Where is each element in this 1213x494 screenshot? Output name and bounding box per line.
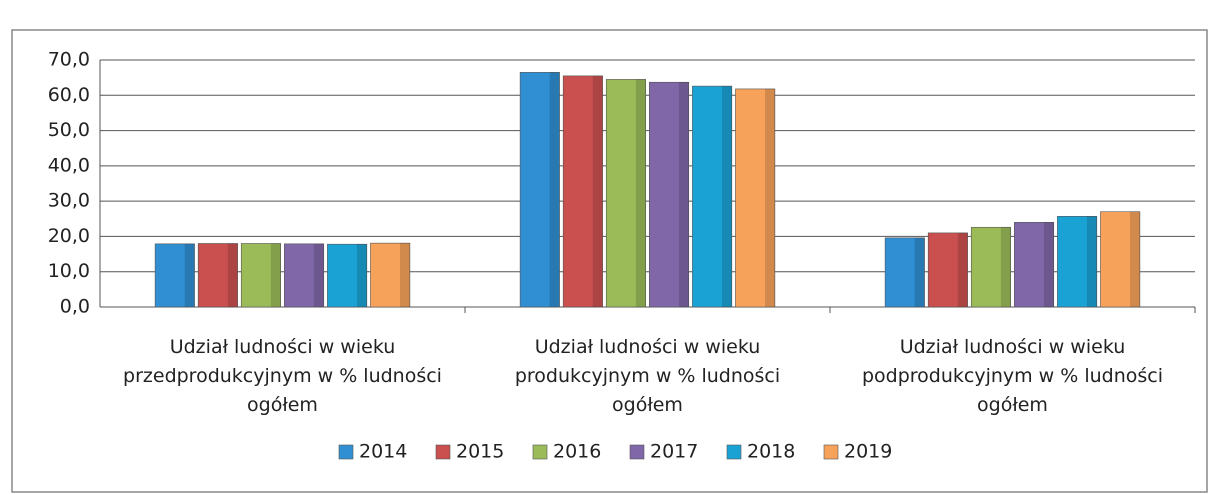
- legend-label: 2019: [844, 441, 892, 463]
- legend-swatch: [435, 444, 451, 460]
- bar: [1014, 222, 1055, 308]
- bar-shade: [1000, 227, 1011, 307]
- y-tick-label: 10,0: [48, 260, 90, 282]
- bar: [154, 243, 195, 308]
- bar: [649, 81, 690, 308]
- bar-shade: [721, 86, 732, 308]
- x-tick-label: Udział ludności w wieku przedprodukcyjnym…: [123, 336, 442, 416]
- bar-shade: [1043, 222, 1054, 307]
- bar-shade: [1086, 216, 1097, 307]
- x-tick-label-line: Udział ludności w wieku: [900, 336, 1126, 358]
- x-tick-label-line: ogółem: [247, 394, 318, 416]
- bar: [327, 243, 368, 308]
- x-tick-label: Udział ludności w wieku podprodukcyjnym w…: [862, 336, 1163, 416]
- bar-shade: [549, 72, 560, 307]
- bar-shade: [635, 79, 646, 308]
- legend-swatch: [532, 444, 548, 460]
- bar: [605, 79, 646, 308]
- bar-shade: [400, 243, 410, 307]
- bar: [519, 72, 560, 308]
- y-tick-label: 40,0: [48, 154, 90, 176]
- bar-shade: [592, 75, 603, 307]
- bar-shade: [184, 243, 195, 307]
- x-tick-label: Udział ludności w wieku produkcyjnym w % …: [515, 336, 780, 416]
- bar: [284, 243, 325, 308]
- y-tick-label: 20,0: [48, 225, 90, 247]
- bar: [692, 85, 733, 308]
- legend-swatch: [726, 444, 742, 460]
- bar-shade: [765, 88, 775, 307]
- bar: [197, 243, 238, 308]
- x-tick-label-line: Udział ludności w wieku: [170, 336, 396, 358]
- chart-frame: [11, 29, 1208, 493]
- bar: [1057, 216, 1098, 308]
- x-tick-label-line: ogółem: [612, 394, 683, 416]
- bar-shade: [957, 232, 968, 307]
- y-tick-label: 70,0: [48, 49, 90, 71]
- x-tick-label-line: podprodukcyjnym w % ludności: [862, 365, 1163, 387]
- legend-swatch: [338, 444, 354, 460]
- x-tick-label-line: Udział ludności w wieku: [535, 336, 761, 358]
- bar: [562, 75, 603, 308]
- legend-swatch: [823, 444, 839, 460]
- bar: [735, 88, 776, 308]
- bar: [370, 242, 411, 308]
- legend-label: 2016: [553, 441, 601, 463]
- bar: [1100, 211, 1141, 308]
- bar-shade: [356, 244, 367, 307]
- bar-shade: [313, 243, 324, 307]
- legend-label: 2015: [456, 441, 504, 463]
- bar-shade: [678, 82, 689, 307]
- bar-shade: [1130, 211, 1140, 307]
- bar: [927, 232, 968, 308]
- bar-shade: [914, 237, 925, 307]
- bar: [970, 226, 1011, 308]
- bar-shade: [227, 243, 238, 307]
- x-tick-label-line: produkcyjnym w % ludności: [515, 365, 780, 387]
- bar-shade: [270, 243, 281, 307]
- y-tick-label: 60,0: [48, 84, 90, 106]
- legend-swatch: [629, 444, 645, 460]
- y-tick-label: 50,0: [48, 119, 90, 141]
- x-tick-label-line: ogółem: [977, 394, 1048, 416]
- legend-label: 2018: [747, 441, 795, 463]
- bar: [240, 243, 281, 308]
- legend-label: 2017: [650, 441, 698, 463]
- legend-label: 2014: [359, 441, 407, 463]
- x-tick-label-line: przedprodukcyjnym w % ludności: [123, 365, 442, 387]
- bar: [884, 237, 925, 308]
- y-tick-label: 0,0: [60, 296, 90, 318]
- y-tick-label: 30,0: [48, 190, 90, 212]
